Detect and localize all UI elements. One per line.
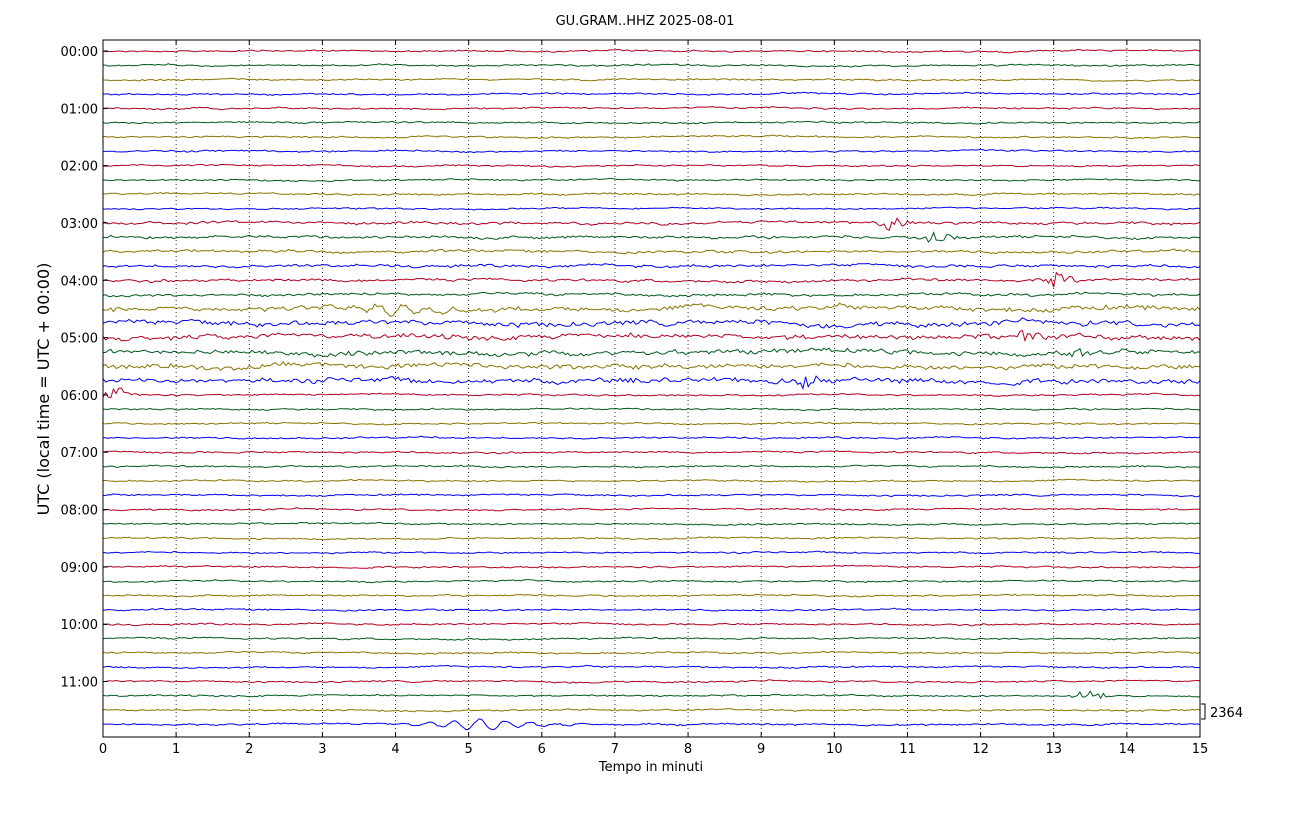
x-tick-label: 1 bbox=[172, 742, 180, 757]
x-tick-label: 15 bbox=[1192, 742, 1209, 757]
seismic-trace bbox=[102, 302, 1201, 317]
seismic-trace bbox=[102, 450, 1201, 455]
x-tick-label: 2 bbox=[245, 742, 253, 757]
y-tick-label: 05:00 bbox=[61, 332, 98, 347]
y-tick-label: 08:00 bbox=[61, 504, 98, 519]
seismic-trace bbox=[102, 329, 1201, 343]
x-tick-label: 13 bbox=[1045, 742, 1062, 757]
trace-group bbox=[102, 48, 1201, 731]
scale-label: 2364 bbox=[1210, 706, 1243, 721]
seismic-trace bbox=[102, 708, 1201, 713]
y-tick-label: 00:00 bbox=[61, 45, 98, 60]
scale-bracket bbox=[1201, 703, 1206, 720]
y-tick-label: 03:00 bbox=[61, 217, 98, 232]
y-tick-label: 11:00 bbox=[61, 676, 98, 691]
plot-frame bbox=[102, 39, 1201, 738]
seismic-trace bbox=[102, 493, 1201, 498]
seismic-trace bbox=[102, 248, 1201, 255]
seismic-trace bbox=[102, 231, 1201, 244]
seismic-trace bbox=[102, 149, 1201, 154]
seismic-trace bbox=[102, 478, 1201, 483]
y-tick-label: 09:00 bbox=[61, 561, 98, 576]
seismic-trace bbox=[102, 206, 1201, 211]
seismic-trace bbox=[102, 536, 1201, 541]
x-tick-label: 4 bbox=[391, 742, 399, 757]
x-axis-label: Tempo in minuti bbox=[598, 760, 703, 775]
y-axis-label: UTC (local time = UTC + 00:00) bbox=[34, 263, 53, 516]
x-tick-label: 12 bbox=[972, 742, 989, 757]
seismic-trace bbox=[103, 217, 1201, 232]
seismic-trace bbox=[102, 163, 1201, 168]
y-tick-label: 06:00 bbox=[61, 389, 98, 404]
seismic-trace bbox=[102, 375, 1201, 390]
y-tick-label: 02:00 bbox=[61, 160, 98, 175]
x-tick-label: 0 bbox=[99, 742, 107, 757]
seismic-trace bbox=[102, 650, 1201, 655]
seismic-trace bbox=[102, 435, 1201, 440]
seismic-trace bbox=[102, 262, 1201, 269]
seismic-trace bbox=[102, 607, 1201, 612]
seismic-trace bbox=[102, 191, 1201, 197]
seismic-trace bbox=[102, 550, 1201, 555]
seismic-trace bbox=[102, 622, 1201, 627]
seismic-trace bbox=[102, 271, 1201, 288]
x-tick-label: 11 bbox=[899, 742, 916, 757]
minute-grid bbox=[175, 40, 1128, 737]
seismic-trace bbox=[102, 177, 1201, 183]
seismic-trace bbox=[102, 507, 1201, 512]
amplitude-scale: 2364 bbox=[1201, 703, 1243, 721]
seismic-trace bbox=[102, 291, 1201, 298]
x-tick-label: 6 bbox=[538, 742, 546, 757]
x-axis: 0 1 2 3 4 5 6 7 8 9 10 11 12 13 14 15 bbox=[99, 40, 1208, 757]
seismic-trace bbox=[102, 91, 1201, 96]
seismic-trace bbox=[102, 134, 1201, 140]
seismic-trace bbox=[102, 77, 1201, 82]
seismic-trace bbox=[102, 579, 1201, 584]
seismic-trace bbox=[102, 690, 1201, 700]
y-axis: 00:00 01:00 02:00 03:00 04:00 05:00 06:00 07:00… bbox=[61, 45, 108, 691]
x-tick-label: 9 bbox=[757, 742, 765, 757]
seismic-trace bbox=[102, 120, 1201, 125]
seismic-trace bbox=[102, 636, 1201, 641]
seismic-trace bbox=[102, 48, 1201, 54]
seismic-trace bbox=[103, 679, 1201, 684]
seismic-trace bbox=[103, 347, 1201, 358]
seismic-trace bbox=[102, 407, 1201, 412]
y-tick-label: 07:00 bbox=[61, 446, 98, 461]
y-tick-label: 04:00 bbox=[61, 274, 98, 289]
x-tick-label: 5 bbox=[465, 742, 473, 757]
seismic-trace bbox=[102, 564, 1201, 569]
seismic-trace bbox=[102, 464, 1201, 469]
seismic-trace bbox=[102, 664, 1200, 669]
y-tick-label: 01:00 bbox=[61, 102, 98, 117]
seismic-trace bbox=[102, 63, 1201, 68]
x-tick-label: 3 bbox=[318, 742, 326, 757]
seismic-trace bbox=[102, 360, 1201, 371]
seismic-trace bbox=[102, 421, 1201, 426]
x-tick-label: 8 bbox=[684, 742, 692, 757]
x-tick-label: 7 bbox=[611, 742, 619, 757]
x-tick-label: 10 bbox=[826, 742, 843, 757]
seismic-trace bbox=[103, 718, 1201, 731]
x-tick-label: 14 bbox=[1119, 742, 1136, 757]
seismic-trace bbox=[102, 106, 1201, 111]
seismic-trace bbox=[102, 387, 1201, 399]
seismic-trace bbox=[102, 593, 1201, 598]
seismic-trace bbox=[102, 317, 1201, 329]
chart-title: GU.GRAM..HHZ 2025-08-01 bbox=[556, 14, 735, 29]
seismic-trace bbox=[102, 521, 1201, 527]
y-tick-label: 10:00 bbox=[61, 618, 98, 633]
